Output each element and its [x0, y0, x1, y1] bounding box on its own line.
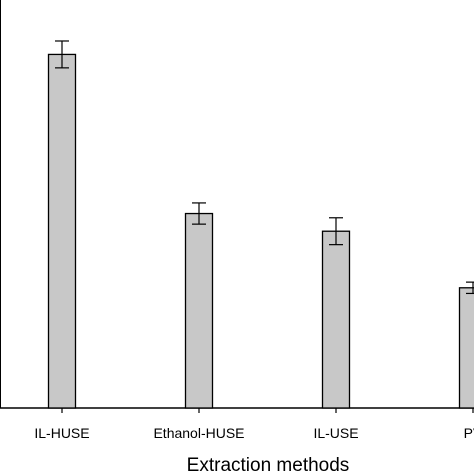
axes — [0, 0, 474, 409]
bars-group — [47, 53, 474, 409]
bar — [184, 212, 214, 409]
bar — [47, 53, 77, 409]
x-tick-label: IL-HUSE — [34, 425, 89, 441]
x-axis-title: Extraction methods — [187, 455, 350, 474]
bar — [458, 287, 474, 409]
x-ticks-group — [61, 408, 474, 413]
error-bars-group — [55, 40, 474, 295]
bar — [321, 230, 351, 409]
x-tick-labels-group: IL-HUSE Ethanol-HUSE IL-USE PV — [34, 425, 474, 441]
x-tick-label: Ethanol-HUSE — [153, 425, 244, 441]
x-tick-label: IL-USE — [313, 425, 358, 441]
x-tick-label: PV — [464, 425, 474, 441]
